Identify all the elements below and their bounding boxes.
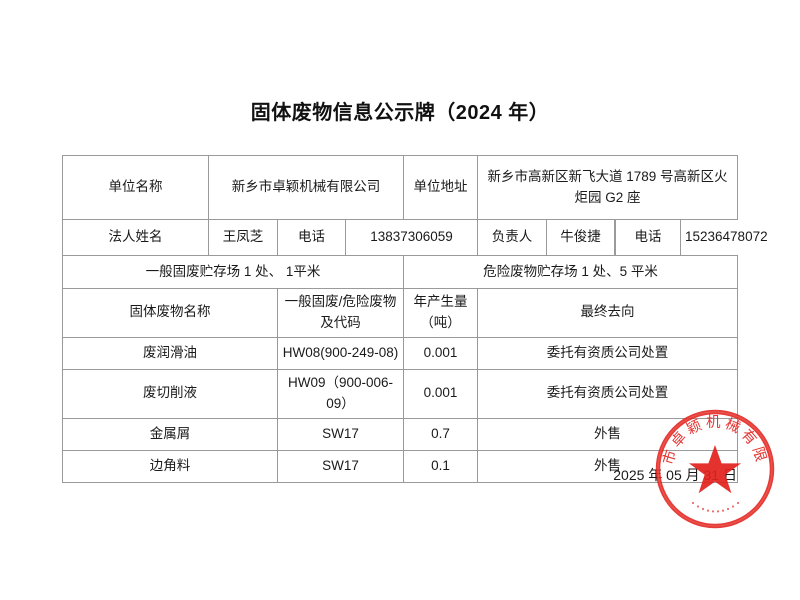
table-row-company: 单位名称 新乡市卓颖机械有限公司 单位地址 新乡市高新区新飞大道 1789 号高… <box>62 155 738 220</box>
cell-waste-name: 金属屑 <box>62 417 278 451</box>
table-row: 废切削液 HW09（900-006-09） 0.001 委托有资质公司处置 <box>62 368 738 419</box>
cell-value-phone-manager: 15236478072 <box>680 220 768 255</box>
cell-waste-code: SW17 <box>277 417 404 451</box>
column-header-waste-code: 一般固废/危险废物及代码 <box>277 288 404 338</box>
stamp-bottom-code <box>691 501 740 513</box>
table-header-row: 固体废物名称 一般固废/危险废物及代码 年产生量（吨） 最终去向 <box>62 288 738 338</box>
column-header-destination: 最终去向 <box>477 288 738 338</box>
table-row: 废润滑油 HW08(900-249-08) 0.001 委托有资质公司处置 <box>62 336 738 370</box>
table-row: 金属屑 SW17 0.7 外售 <box>62 417 738 451</box>
cell-destination: 委托有资质公司处置 <box>477 368 738 419</box>
column-header-annual-amount: 年产生量（吨） <box>403 288 478 338</box>
cell-label-manager: 负责人 <box>477 219 547 256</box>
cell-value-legal-person: 王凤芝 <box>208 219 278 256</box>
solid-waste-disclosure-table: 单位名称 新乡市卓颖机械有限公司 单位地址 新乡市高新区新飞大道 1789 号高… <box>62 155 768 483</box>
cell-label-phone-legal: 电话 <box>277 219 346 256</box>
cell-waste-name: 废切削液 <box>62 368 278 419</box>
cell-destination: 外售 <box>477 417 738 451</box>
cell-label-legal-person: 法人姓名 <box>62 219 209 256</box>
cell-destination: 委托有资质公司处置 <box>477 336 738 370</box>
cell-waste-code: HW08(900-249-08) <box>277 336 404 370</box>
cell-phone-manager-group: 电话 15236478072 <box>615 220 768 256</box>
cell-label-company-address: 单位地址 <box>403 155 478 220</box>
cell-label-phone-manager: 电话 <box>615 220 681 255</box>
cell-value-phone-legal: 13837306059 <box>345 219 478 256</box>
cell-annual-amount: 0.7 <box>403 417 478 451</box>
cell-general-storage: 一般固废贮存场 1 处、 1平米 <box>62 255 404 289</box>
page-title: 固体废物信息公示牌（2024 年） <box>250 102 550 124</box>
cell-waste-name: 废润滑油 <box>62 336 278 370</box>
cell-value-company-name: 新乡市卓颖机械有限公司 <box>208 155 404 220</box>
cell-annual-amount: 0.001 <box>403 336 478 370</box>
cell-waste-name: 边角料 <box>62 449 278 483</box>
cell-hazardous-storage: 危险废物贮存场 1 处、5 平米 <box>403 255 738 289</box>
cell-value-manager: 牛俊捷 <box>546 219 615 256</box>
cell-label-company-name: 单位名称 <box>62 155 209 220</box>
cell-waste-code: HW09（900-006-09） <box>277 368 404 419</box>
table-row-contacts: 法人姓名 王凤芝 电话 13837306059 负责人 牛俊捷 电话 15236… <box>62 219 768 256</box>
cell-waste-code: SW17 <box>277 449 404 483</box>
cell-value-company-address: 新乡市高新区新飞大道 1789 号高新区火炬园 G2 座 <box>477 155 738 220</box>
signature-date: 2025 年 05 月 31 日 <box>613 467 737 483</box>
cell-annual-amount: 0.001 <box>403 368 478 419</box>
column-header-waste-name: 固体废物名称 <box>62 288 278 338</box>
table-row-storage: 一般固废贮存场 1 处、 1平米 危险废物贮存场 1 处、5 平米 <box>62 255 738 289</box>
